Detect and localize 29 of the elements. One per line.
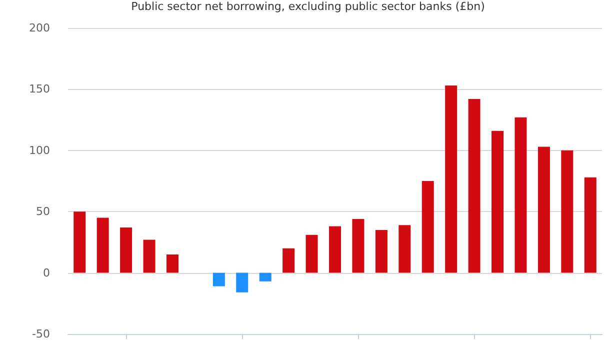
bar xyxy=(584,177,596,273)
y-tick-label: 100 xyxy=(29,144,50,157)
bar xyxy=(468,98,480,273)
bar xyxy=(212,272,225,286)
bar xyxy=(282,248,295,273)
bar xyxy=(445,86,458,273)
bar xyxy=(514,117,527,273)
chart-title: Public sector net borrowing, excluding public sector banks (£bn) xyxy=(131,0,485,13)
bar xyxy=(492,130,504,273)
y-tick-label: 0 xyxy=(43,266,50,280)
y-tick-label: 150 xyxy=(29,82,50,96)
bar xyxy=(422,181,434,273)
bar xyxy=(306,234,318,273)
bar xyxy=(74,212,86,273)
y-tick-label: 50 xyxy=(36,205,50,218)
bar xyxy=(398,225,411,273)
bar xyxy=(352,218,364,273)
bar xyxy=(96,218,109,273)
y-tick-label: 200 xyxy=(29,22,50,34)
bar xyxy=(143,240,156,273)
bar xyxy=(166,254,178,273)
bar xyxy=(259,272,272,282)
bar xyxy=(375,230,388,273)
bar xyxy=(236,272,248,292)
bar xyxy=(120,228,132,273)
bar xyxy=(561,150,574,273)
y-tick-label: -50 xyxy=(32,328,50,340)
bar xyxy=(329,226,341,273)
bar xyxy=(538,146,550,273)
